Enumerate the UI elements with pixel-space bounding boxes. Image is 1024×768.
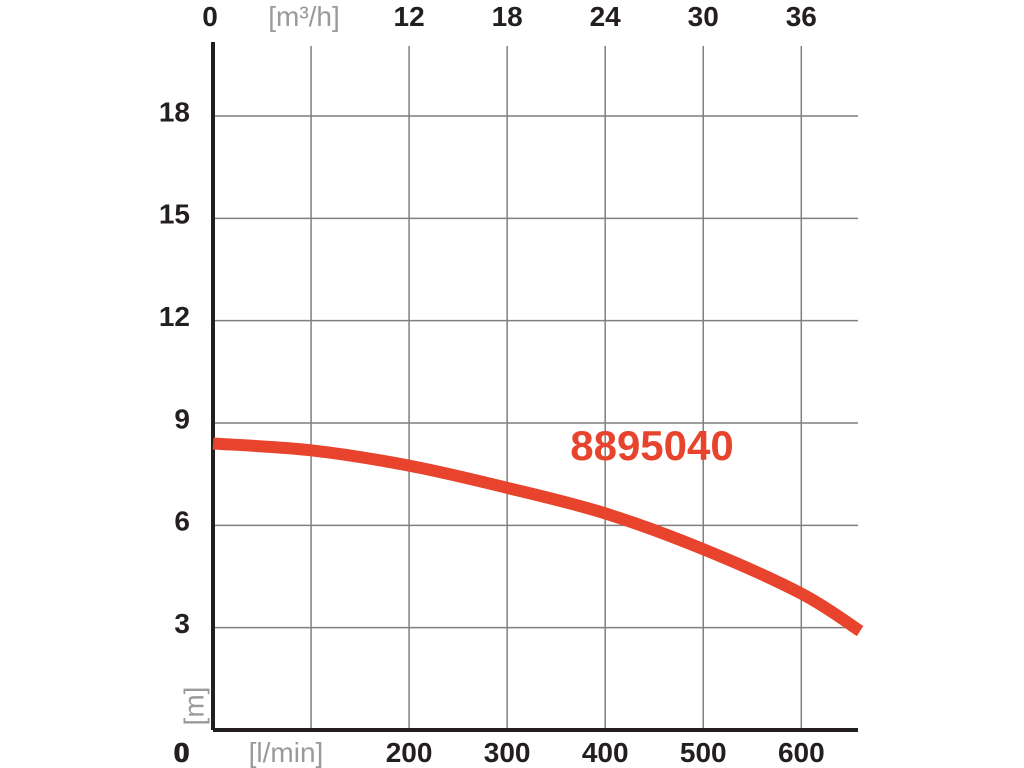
y-tick-label-15: 15 xyxy=(159,199,190,230)
y-tick-label-6: 6 xyxy=(174,506,190,537)
x-tick-label-top-36: 36 xyxy=(786,1,817,32)
series-line-0 xyxy=(212,437,864,637)
axes xyxy=(211,42,858,732)
top-axis-label: [m³/h] xyxy=(268,1,340,32)
x-tick-label-top-12: 12 xyxy=(394,1,425,32)
y-tick-label-3: 3 xyxy=(174,608,190,639)
x-tick-label-top-0: 0 xyxy=(202,1,218,32)
series-group xyxy=(212,437,864,637)
y-tick-label-12: 12 xyxy=(159,301,190,332)
x-tick-label-top-30: 30 xyxy=(688,1,719,32)
x-tick-label-bottom-200: 200 xyxy=(386,737,433,768)
y-tick-label-18: 18 xyxy=(159,96,190,127)
x-tick-label-top-18: 18 xyxy=(492,1,523,32)
y-axis-label: [m] xyxy=(178,687,209,726)
y-tick-label-0: 0 xyxy=(174,737,190,768)
x-tick-label-bottom-0: 0 xyxy=(173,737,189,768)
y-tick-label-9: 9 xyxy=(174,403,190,434)
x-tick-label-bottom-500: 500 xyxy=(680,737,727,768)
x-tick-label-bottom-300: 300 xyxy=(484,737,531,768)
grid-lines xyxy=(213,46,858,730)
x-tick-label-bottom-400: 400 xyxy=(582,737,629,768)
series-label: 8895040 xyxy=(570,422,734,469)
x-tick-label-top-24: 24 xyxy=(590,1,622,32)
x-axis-label: [l/min] xyxy=(249,737,324,768)
x-tick-label-bottom-600: 600 xyxy=(778,737,825,768)
